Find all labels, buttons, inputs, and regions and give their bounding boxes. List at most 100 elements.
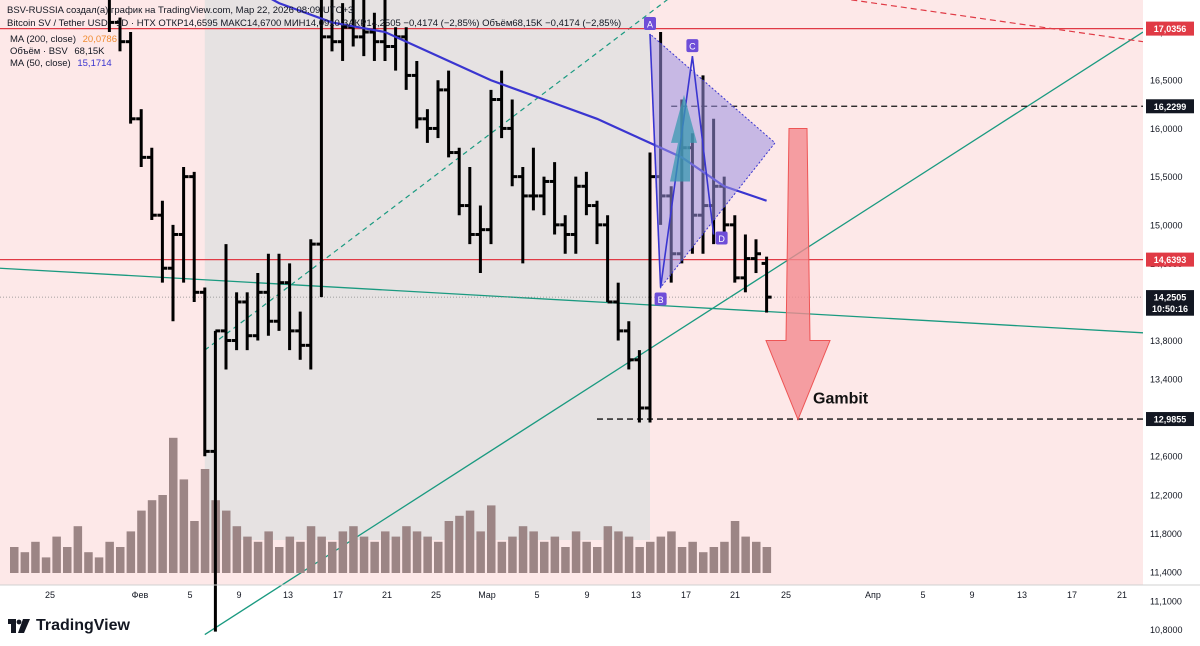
legend-ma50[interactable]: MA (50, close) 15,1714 bbox=[10, 58, 112, 69]
volume-bar bbox=[677, 547, 687, 573]
ohlc-bar bbox=[634, 350, 645, 423]
time-tick-label: 9 bbox=[969, 590, 974, 600]
gambit-down-arrow bbox=[765, 127, 831, 421]
ohlc-bar bbox=[369, 12, 380, 61]
ohlc-bar bbox=[496, 70, 507, 139]
price-label-badge: 12,9855 bbox=[1146, 412, 1194, 427]
time-tick-label: 17 bbox=[681, 590, 691, 600]
price-tick-label: 12,6000 bbox=[1150, 452, 1183, 462]
ohlc-bar bbox=[274, 253, 284, 331]
volume-bar bbox=[370, 541, 379, 573]
ohlc-bar bbox=[751, 239, 761, 274]
price-tick-label: 16,5000 bbox=[1150, 76, 1183, 86]
price-tick-label: 11,8000 bbox=[1150, 529, 1182, 539]
volume-bar bbox=[243, 536, 252, 573]
time-tick-label: 5 bbox=[534, 590, 539, 600]
ohlc-bar bbox=[570, 176, 581, 254]
time-tick-label: 13 bbox=[631, 590, 641, 600]
volume-bar bbox=[126, 531, 136, 573]
volume-bar bbox=[455, 515, 464, 573]
time-tick-label: 9 bbox=[236, 590, 241, 600]
breakout-arrow bbox=[670, 94, 697, 182]
volume-bar bbox=[52, 536, 61, 573]
volume-bar bbox=[423, 536, 432, 573]
ohlc-bar bbox=[581, 171, 592, 216]
volume-bar bbox=[550, 536, 560, 573]
volume-bar bbox=[741, 536, 750, 573]
volume-bar bbox=[434, 541, 443, 573]
pattern-point-label: D bbox=[718, 234, 725, 244]
ohlc-bar bbox=[729, 215, 740, 283]
volume-bar bbox=[688, 541, 697, 573]
ohlc-bar bbox=[178, 167, 189, 283]
ohlc-bar bbox=[645, 152, 655, 423]
volume-bar bbox=[656, 536, 666, 573]
pattern-point-a: A bbox=[644, 16, 656, 30]
pattern-point-d: D bbox=[715, 231, 728, 245]
ohlc-bar bbox=[539, 176, 549, 216]
price-tick-label: 12,2000 bbox=[1150, 490, 1183, 500]
volume-bar bbox=[381, 531, 390, 573]
tradingview-logo[interactable]: TradingView bbox=[8, 617, 130, 635]
ohlc-bar bbox=[761, 256, 772, 313]
ohlc-bar bbox=[380, 0, 390, 61]
ohlc-bar bbox=[115, 17, 125, 52]
volume-bar bbox=[571, 531, 581, 573]
grey-range-box bbox=[204, 0, 651, 540]
pattern-point-badge bbox=[686, 39, 699, 53]
legend-ma200[interactable]: MA (200, close) 20,0786 bbox=[10, 34, 117, 45]
volume-bar bbox=[10, 547, 19, 573]
price-badge-rect bbox=[1146, 412, 1194, 427]
volume-bar bbox=[402, 526, 411, 573]
volume-bar bbox=[730, 521, 740, 573]
ohlc-bar bbox=[592, 200, 602, 245]
chart-background bbox=[0, 0, 1143, 585]
ohlc-bar bbox=[401, 27, 412, 90]
ohlc-bar bbox=[358, 0, 369, 57]
logo-text: TradingView bbox=[36, 617, 130, 634]
dashed-channel-line bbox=[204, 0, 668, 351]
time-tick-label: Апр bbox=[865, 590, 881, 600]
volume-bar bbox=[518, 526, 528, 573]
time-tick-label: 21 bbox=[382, 590, 392, 600]
ohlc-bar bbox=[284, 263, 295, 351]
time-tick-label: 25 bbox=[431, 590, 441, 600]
price-tick-label: 11,4000 bbox=[1150, 567, 1182, 577]
volume-bar bbox=[593, 547, 602, 573]
volume-bar bbox=[338, 531, 348, 573]
volume-bar bbox=[264, 531, 273, 573]
volume-bar bbox=[540, 541, 549, 573]
legend-volume[interactable]: Объём · BSV 68,15K bbox=[10, 46, 105, 57]
volume-bar bbox=[646, 541, 655, 573]
price-badge-rect bbox=[1146, 290, 1194, 305]
ohlc-bar bbox=[549, 162, 560, 235]
volume-bar bbox=[275, 547, 284, 573]
ohlc-bar bbox=[602, 215, 613, 304]
ohlc-bar bbox=[327, 0, 337, 52]
ohlc-bar bbox=[464, 167, 475, 245]
time-tick-label: 13 bbox=[1017, 590, 1027, 600]
volume-bar bbox=[20, 552, 30, 573]
ohlc-bar bbox=[337, 3, 348, 61]
price-badge-text: 14,2505 bbox=[1154, 293, 1187, 303]
volume-bar bbox=[582, 541, 591, 573]
price-label-badge: 10:50:16 bbox=[1146, 301, 1194, 316]
rising-support-trendline bbox=[204, 31, 1144, 636]
ohlc-bar bbox=[454, 147, 465, 216]
triangle-pattern bbox=[649, 32, 776, 289]
pattern-point-badge bbox=[644, 16, 656, 30]
ohlc-bar bbox=[210, 329, 221, 632]
ohlc-bar bbox=[528, 147, 539, 211]
ohlc-bar bbox=[189, 171, 200, 302]
ohlc-bar bbox=[221, 244, 231, 370]
pattern-point-c: C bbox=[686, 39, 699, 53]
volume-bar bbox=[412, 531, 422, 573]
symbol-line: Bitcoin SV / Tether USD · 1D · HTX ОТКР1… bbox=[7, 18, 622, 29]
ohlc-bar bbox=[507, 99, 518, 187]
ohlc-bar bbox=[263, 253, 274, 336]
time-tick-label: 25 bbox=[45, 590, 55, 600]
price-label-badge: 14,2505 bbox=[1146, 290, 1194, 305]
volume-bar bbox=[73, 526, 83, 573]
ohlc-bar bbox=[252, 273, 263, 341]
